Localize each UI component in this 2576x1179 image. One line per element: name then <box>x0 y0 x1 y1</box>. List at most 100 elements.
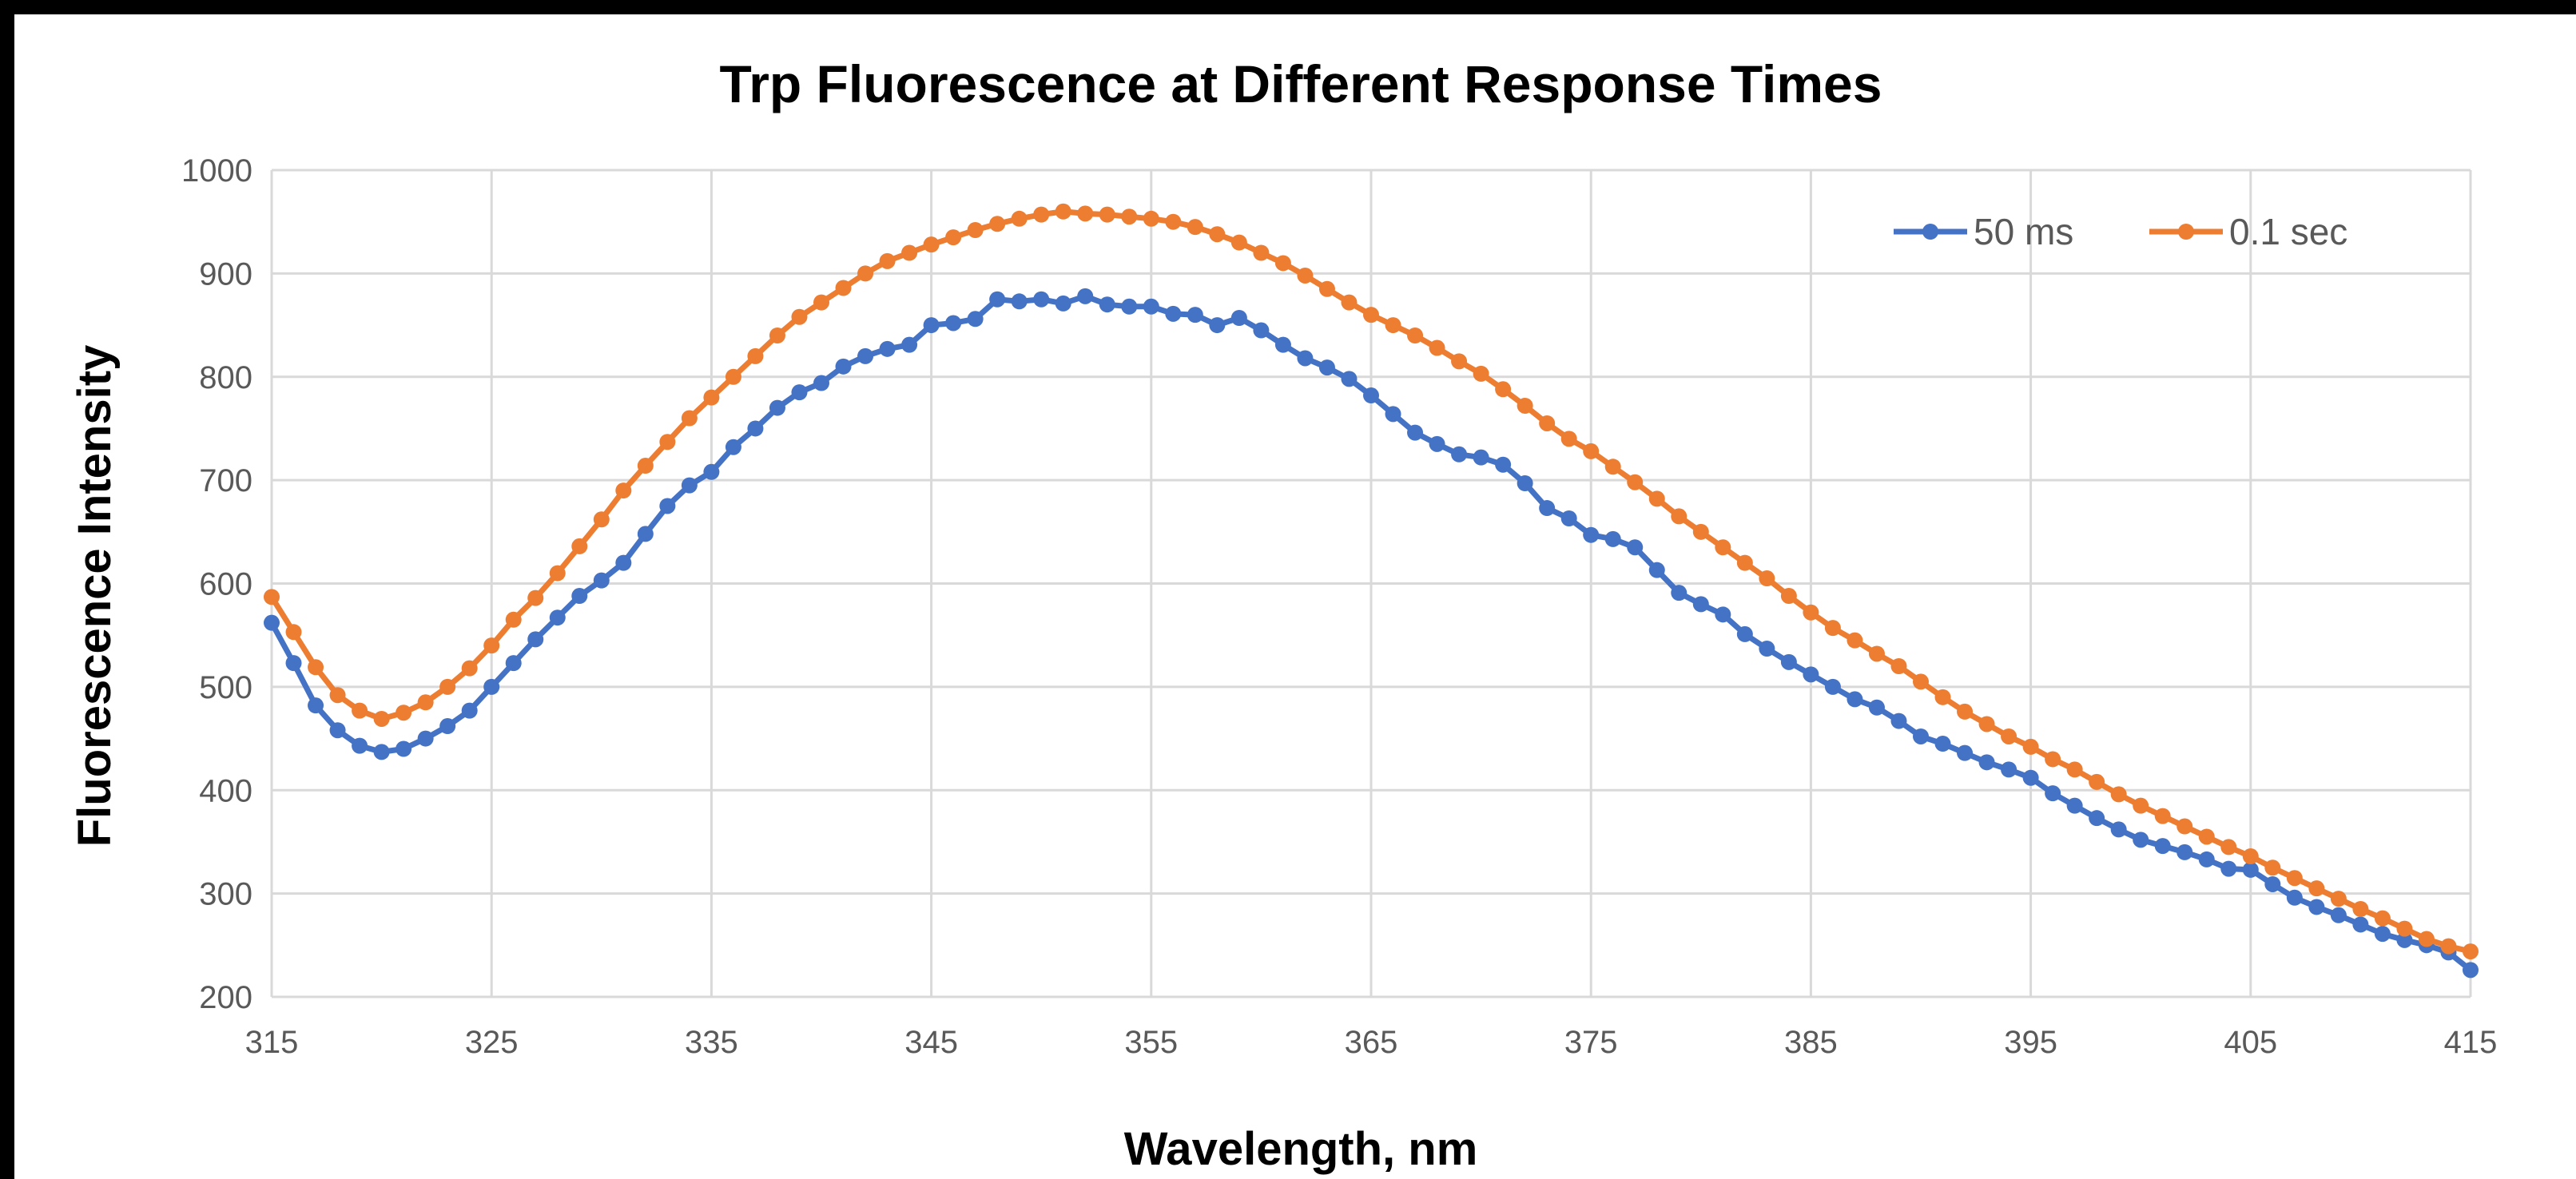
data-point <box>329 687 346 704</box>
data-point <box>2022 769 2039 786</box>
data-point <box>1847 632 1863 649</box>
data-point <box>2440 938 2457 955</box>
x-tick-label: 405 <box>2224 1025 2277 1060</box>
data-point <box>1780 588 1797 605</box>
data-point <box>2220 839 2237 855</box>
data-point <box>461 660 478 677</box>
data-point <box>1736 625 1753 642</box>
data-point <box>1230 234 1247 251</box>
data-point <box>1957 744 1974 761</box>
data-point <box>2110 786 2127 803</box>
y-tick-label: 900 <box>199 256 252 292</box>
data-point <box>1165 305 1182 322</box>
data-point <box>527 590 544 606</box>
data-point <box>989 291 1006 308</box>
data-point <box>2286 889 2303 906</box>
data-point <box>2396 931 2413 948</box>
data-point <box>2330 907 2347 923</box>
x-tick-label: 375 <box>1564 1025 1618 1060</box>
data-point <box>1077 205 1094 222</box>
data-point <box>2286 870 2303 887</box>
data-point <box>1099 296 1115 313</box>
data-point <box>2001 728 2017 744</box>
data-point <box>1715 606 1731 623</box>
data-point <box>659 498 676 514</box>
legend-item: 50 ms <box>1894 211 2073 252</box>
data-point <box>373 710 390 727</box>
data-point <box>1868 699 1885 716</box>
data-point <box>989 216 1006 232</box>
data-point <box>1209 226 1226 243</box>
data-point <box>1648 562 1665 578</box>
data-point <box>1253 244 1270 261</box>
data-point <box>549 565 566 582</box>
data-point <box>945 229 962 246</box>
data-point <box>2089 810 2105 827</box>
data-point <box>1429 435 1445 452</box>
data-point <box>1318 359 1335 376</box>
data-point <box>285 624 302 641</box>
data-point <box>1341 371 1358 387</box>
data-point <box>1495 381 1512 398</box>
data-point <box>2001 761 2017 778</box>
data-point <box>1341 294 1358 311</box>
y-axis-title: Fluorescence Intensity <box>69 345 121 848</box>
data-point <box>1143 210 1159 227</box>
y-tick-label: 600 <box>199 567 252 602</box>
data-point <box>2308 880 2325 897</box>
data-point <box>2308 899 2325 915</box>
data-point <box>1165 213 1182 230</box>
data-point <box>1560 431 1577 447</box>
data-point <box>2463 962 2479 979</box>
data-point <box>2198 828 2215 845</box>
y-tick-label: 400 <box>199 773 252 808</box>
series-2 <box>264 203 2479 960</box>
data-point <box>2133 797 2149 814</box>
chart-frame: Trp Fluorescence at Different Response T… <box>14 14 2576 1179</box>
data-point <box>373 744 390 760</box>
data-point <box>2154 808 2171 824</box>
data-point <box>901 244 918 261</box>
x-tick-label: 415 <box>2444 1025 2498 1060</box>
data-point <box>703 389 720 406</box>
y-tick-label: 500 <box>199 670 252 705</box>
data-point <box>1934 736 1951 752</box>
data-point <box>1759 641 1775 657</box>
x-tick-label: 355 <box>1124 1025 1178 1060</box>
data-point <box>1692 523 1709 540</box>
data-point <box>923 236 940 253</box>
data-point <box>2176 818 2193 835</box>
data-point <box>1187 307 1203 324</box>
data-point <box>2022 738 2039 755</box>
data-point <box>1847 691 1863 708</box>
legend-item: 0.1 sec <box>2149 211 2347 252</box>
data-point <box>2220 860 2237 877</box>
data-point <box>923 317 940 334</box>
data-point <box>571 588 588 605</box>
data-point <box>879 340 896 357</box>
data-point <box>396 740 412 757</box>
data-point <box>835 280 852 296</box>
data-point <box>1627 474 1644 490</box>
data-point <box>637 526 654 542</box>
data-point <box>615 482 632 499</box>
data-point <box>1560 510 1577 526</box>
y-tick-label: 200 <box>199 980 252 1015</box>
data-point <box>2066 797 2083 814</box>
data-point <box>1604 458 1621 475</box>
data-point <box>1803 666 1819 683</box>
x-tick-label: 335 <box>685 1025 738 1060</box>
data-point <box>1055 295 1071 312</box>
data-point <box>791 308 808 325</box>
data-point <box>1517 397 1533 414</box>
data-point <box>1451 353 1468 370</box>
data-point <box>659 434 676 451</box>
chart-title: Trp Fluorescence at Different Response T… <box>720 54 1882 113</box>
data-point <box>1230 310 1247 327</box>
data-point <box>2242 848 2259 865</box>
data-point <box>2176 844 2193 860</box>
data-point <box>1978 754 1995 771</box>
data-point <box>417 730 434 747</box>
data-point <box>1011 293 1028 310</box>
data-point <box>901 336 918 353</box>
